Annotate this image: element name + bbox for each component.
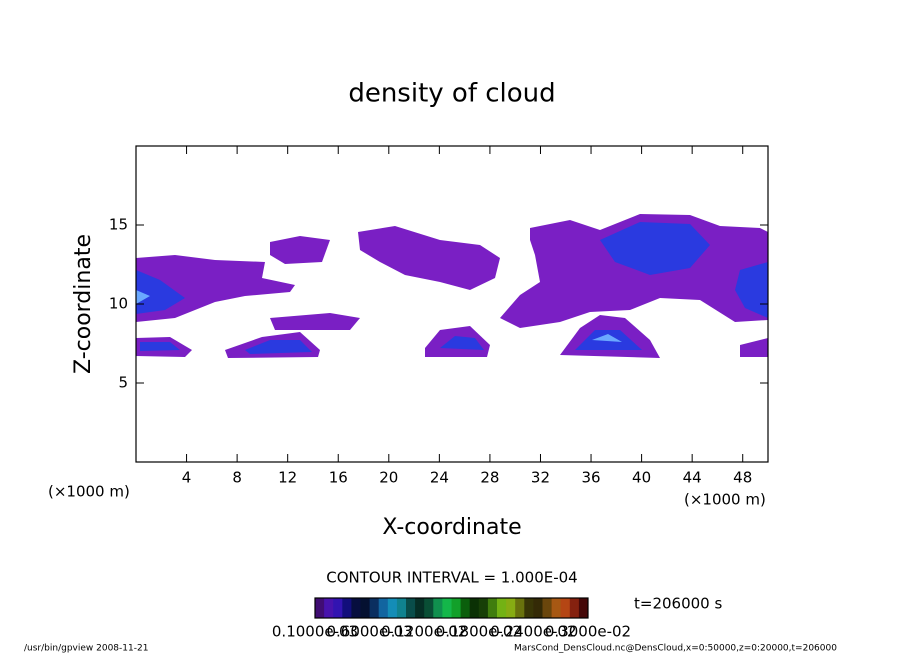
colorbar-cell xyxy=(369,598,380,618)
x-tick-label: 12 xyxy=(278,469,297,487)
chart-title: density of cloud xyxy=(348,79,555,109)
colorbar-label: 0.2400e-02 xyxy=(490,623,576,641)
y-tick-label: 15 xyxy=(109,216,128,234)
colorbar-cell xyxy=(460,598,471,618)
colorbar-cell xyxy=(387,598,398,618)
colorbar-cell xyxy=(478,598,489,618)
x-tick-label: 28 xyxy=(480,469,499,487)
cloud-core xyxy=(735,262,768,318)
cloud-core xyxy=(245,340,312,354)
x-axis-label: X-coordinate xyxy=(382,515,521,540)
colorbar-cell xyxy=(533,598,543,618)
colorbar-label: 0.1000e-03 xyxy=(272,623,358,641)
colorbar-cell xyxy=(415,598,425,618)
colorbar-cell xyxy=(542,598,553,618)
footer-right: MarsCond_DensCloud.nc@DensCloud,x=0:5000… xyxy=(514,644,837,654)
x-tick-label: 20 xyxy=(379,469,398,487)
cloud-region xyxy=(740,338,768,357)
cloud-core xyxy=(600,222,710,275)
footer-left: /usr/bin/gpview 2008-11-21 xyxy=(24,644,148,654)
colorbar-cell xyxy=(433,598,443,618)
colorbar-label: 0.3000e-02 xyxy=(545,623,631,641)
colorbar-frame xyxy=(314,597,589,619)
cloud-field xyxy=(136,214,768,358)
colorbar-cell xyxy=(333,598,343,618)
colorbar-cell xyxy=(524,598,534,618)
x-unit-label: (×1000 m) xyxy=(684,491,766,509)
x-tick-label: 48 xyxy=(733,469,752,487)
colorbar-cell xyxy=(515,598,525,618)
x-tick-label: 4 xyxy=(182,469,192,487)
colorbar-cell xyxy=(424,598,434,618)
colorbar-cell xyxy=(569,598,580,618)
colorbar-cell xyxy=(378,598,389,618)
colorbar-cell xyxy=(497,598,507,618)
x-unit-label: (×1000 m) xyxy=(48,483,130,501)
colorbar-cell xyxy=(469,598,480,618)
colorbar-label: 0.1200e-02 xyxy=(381,623,467,641)
x-tick-label: 32 xyxy=(531,469,550,487)
colorbar-cell xyxy=(360,598,371,618)
y-tick-label: 10 xyxy=(109,295,128,313)
cloud-core xyxy=(136,270,185,314)
cloud-core xyxy=(440,336,484,350)
colorbar-cell xyxy=(551,598,562,618)
colorbar-cell xyxy=(506,598,516,618)
colorbar-cell xyxy=(487,598,498,618)
x-tick-label: 24 xyxy=(430,469,449,487)
x-tick-label: 36 xyxy=(581,469,600,487)
colorbar-label: 0.6000e-03 xyxy=(326,623,412,641)
x-tick-label: 8 xyxy=(232,469,242,487)
colorbar-cell xyxy=(451,598,462,618)
x-tick-label: 16 xyxy=(329,469,348,487)
colorbar-cell xyxy=(342,598,352,618)
cloud-region xyxy=(270,236,330,264)
cloud-region xyxy=(136,255,295,322)
colorbar-label: 0.1800e-02 xyxy=(436,623,522,641)
colorbar-cell xyxy=(406,598,416,618)
x-tick-label: 40 xyxy=(632,469,651,487)
colorbar-cell xyxy=(396,598,407,618)
colorbar-cell xyxy=(442,598,452,618)
colorbar-cell xyxy=(578,598,589,618)
cloud-region xyxy=(270,313,360,330)
time-label: t=206000 s xyxy=(634,595,722,613)
colorbar-cell xyxy=(351,598,361,618)
y-axis-label: Z-coordinate xyxy=(71,234,96,374)
colorbar-cell xyxy=(560,598,571,618)
y-tick-label: 5 xyxy=(118,374,128,392)
plot-frame xyxy=(135,145,769,463)
cloud-core xyxy=(140,342,180,351)
cloud-region xyxy=(358,226,500,290)
colorbar-cell xyxy=(324,598,334,618)
cloud-core xyxy=(136,290,150,304)
colorbar xyxy=(315,598,589,618)
x-tick-label: 44 xyxy=(683,469,702,487)
cloud-core xyxy=(592,334,622,342)
colorbar-cell xyxy=(315,598,325,618)
contour-interval: CONTOUR INTERVAL = 1.000E-04 xyxy=(326,569,577,587)
